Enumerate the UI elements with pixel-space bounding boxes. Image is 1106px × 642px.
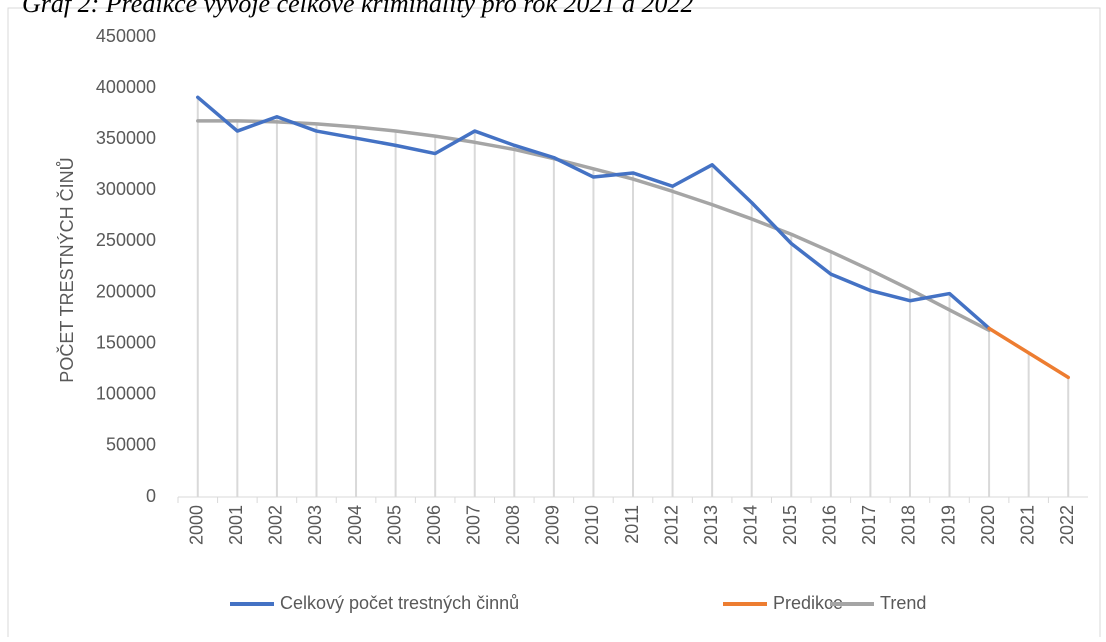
y-tick-label: 350000	[96, 128, 156, 148]
y-tick-label: 150000	[96, 332, 156, 352]
x-tick-label: 2017	[859, 505, 879, 545]
y-tick-label: 100000	[96, 384, 156, 404]
x-tick-label: 2010	[582, 505, 602, 545]
x-tick-label: 2007	[463, 505, 483, 545]
x-tick-label: 2005	[384, 505, 404, 545]
y-tick-label: 0	[146, 486, 156, 506]
chart-title: Graf 2: Predikce vývoje celkové kriminal…	[22, 0, 693, 18]
chart-frame	[7, 7, 1101, 642]
x-tick-label: 2009	[543, 505, 563, 545]
series-line	[196, 119, 991, 333]
legend-label: Trend	[880, 593, 926, 613]
x-tick-label: 2022	[1057, 505, 1077, 545]
x-tick-label: 2008	[503, 505, 523, 545]
x-tick-label: 2006	[424, 505, 444, 545]
y-tick-label: 300000	[96, 179, 156, 199]
y-tick-label: 200000	[96, 281, 156, 301]
x-tick-label: 2015	[780, 505, 800, 545]
x-tick-label: 2013	[701, 505, 721, 545]
y-tick-label: 50000	[106, 435, 156, 455]
x-tick-label: 2003	[305, 505, 325, 545]
x-tick-label: 2001	[226, 505, 246, 545]
x-tick-label: 2012	[661, 505, 681, 545]
x-tick-label: 2004	[345, 505, 365, 545]
y-tick-label: 400000	[96, 77, 156, 97]
x-tick-label: 2002	[266, 505, 286, 545]
series-line	[196, 95, 991, 331]
y-tick-label: 250000	[96, 230, 156, 250]
legend-label: Predikce	[773, 593, 843, 613]
x-tick-label: 2011	[622, 505, 642, 544]
x-tick-label: 2014	[740, 505, 760, 545]
x-tick-label: 2016	[820, 505, 840, 545]
x-tick-label: 2021	[1017, 505, 1037, 545]
x-tick-label: 2000	[187, 505, 207, 545]
x-tick-label: 2020	[978, 505, 998, 545]
legend-label: Celkový počet trestných činnů	[280, 593, 519, 613]
x-tick-label: 2019	[938, 505, 958, 545]
x-tick-label: 2018	[899, 505, 919, 545]
y-axis-label: POČET TRESTNÝCH ČINŮ	[56, 157, 77, 382]
series-line	[987, 326, 1070, 380]
y-tick-label: 450000	[96, 26, 156, 46]
